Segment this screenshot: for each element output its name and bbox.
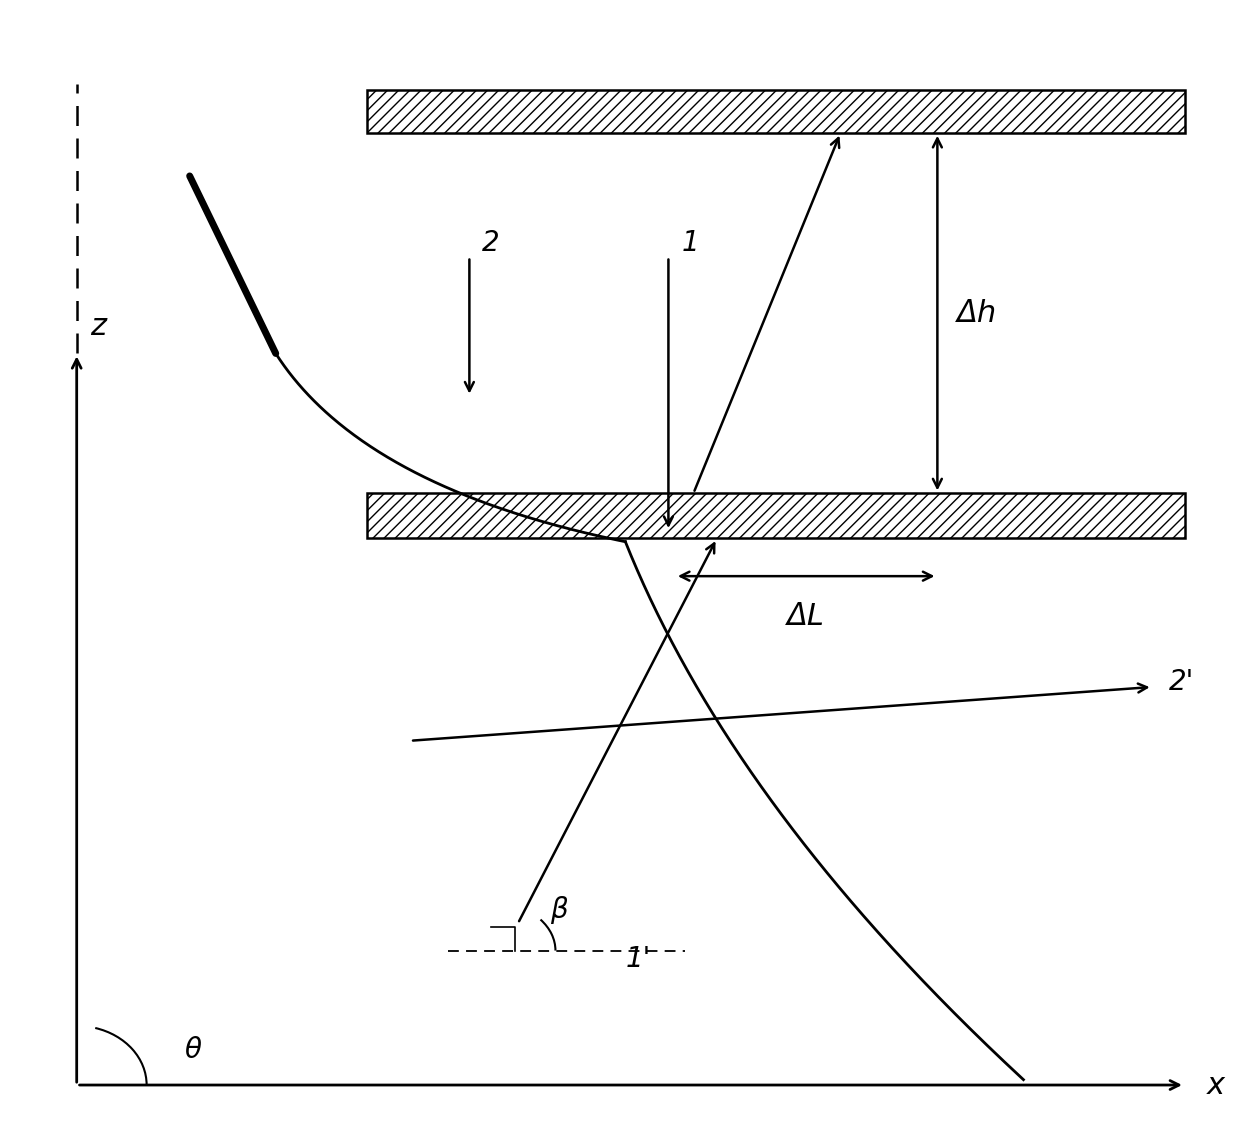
Text: 2: 2: [482, 230, 500, 257]
Text: Δh: Δh: [957, 298, 997, 327]
Bar: [367, 90, 1184, 133]
Text: ΔL: ΔL: [787, 602, 825, 630]
Text: 2': 2': [1168, 668, 1194, 696]
Text: 1': 1': [625, 945, 651, 972]
Text: β: β: [551, 897, 568, 924]
Text: 1: 1: [681, 230, 699, 257]
Text: θ: θ: [185, 1037, 201, 1064]
Text: z: z: [89, 311, 105, 341]
Text: x: x: [1207, 1071, 1224, 1100]
Bar: [367, 494, 1184, 538]
